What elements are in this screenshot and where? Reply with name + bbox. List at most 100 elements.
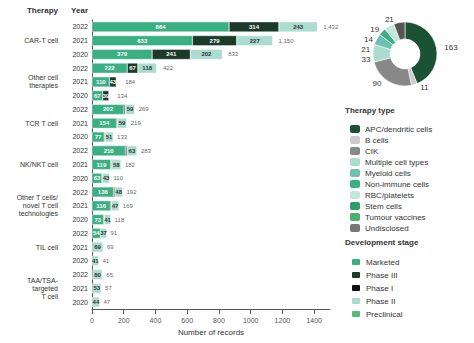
svg-text:0: 0 <box>90 317 94 324</box>
svg-text:19: 19 <box>370 25 379 34</box>
svg-text:Year: Year <box>71 6 88 15</box>
svg-text:243: 243 <box>293 24 304 30</box>
svg-text:2022: 2022 <box>72 65 88 72</box>
svg-text:67: 67 <box>94 93 101 99</box>
svg-text:44: 44 <box>93 299 100 305</box>
svg-text:283: 283 <box>141 148 152 154</box>
svg-text:33: 33 <box>361 55 370 64</box>
svg-text:2020: 2020 <box>72 257 88 264</box>
svg-text:2021: 2021 <box>72 120 88 127</box>
svg-text:110: 110 <box>96 79 106 85</box>
svg-text:2021: 2021 <box>72 244 88 251</box>
svg-text:21: 21 <box>385 15 394 24</box>
svg-text:43: 43 <box>103 175 110 181</box>
svg-text:RBC/platelets: RBC/platelets <box>365 191 414 200</box>
svg-text:Myeloid cells: Myeloid cells <box>365 169 411 178</box>
svg-text:48: 48 <box>115 189 122 195</box>
svg-text:57: 57 <box>105 285 112 291</box>
svg-text:136: 136 <box>98 189 109 195</box>
svg-text:2022: 2022 <box>72 106 88 113</box>
svg-text:novel T cell: novel T cell <box>23 202 59 209</box>
svg-text:CIK: CIK <box>365 147 379 156</box>
svg-text:119: 119 <box>97 162 107 168</box>
svg-text:Marketed: Marketed <box>366 258 399 267</box>
svg-text:11: 11 <box>420 83 429 92</box>
svg-text:90: 90 <box>373 79 382 88</box>
svg-text:200: 200 <box>118 317 130 324</box>
svg-text:184: 184 <box>125 79 136 85</box>
svg-text:21: 21 <box>361 45 370 54</box>
svg-text:Number of records: Number of records <box>178 328 244 337</box>
svg-text:Tumour vaccines: Tumour vaccines <box>365 213 426 222</box>
svg-text:T cell: T cell <box>41 293 58 300</box>
svg-text:314: 314 <box>249 24 260 30</box>
svg-text:Multiple cell types: Multiple cell types <box>365 158 428 167</box>
svg-text:2020: 2020 <box>72 51 88 58</box>
svg-text:116: 116 <box>96 203 106 209</box>
svg-text:59: 59 <box>119 120 126 126</box>
svg-text:2022: 2022 <box>72 23 88 30</box>
svg-text:58: 58 <box>113 162 120 168</box>
svg-text:Phase III: Phase III <box>366 271 398 280</box>
svg-text:269: 269 <box>139 106 150 112</box>
svg-text:219: 219 <box>131 120 142 126</box>
svg-text:targeted: targeted <box>32 285 58 293</box>
svg-text:2021: 2021 <box>72 37 88 44</box>
svg-text:41: 41 <box>92 258 99 264</box>
svg-text:1400: 1400 <box>306 317 322 324</box>
svg-text:Undisclosed: Undisclosed <box>365 224 409 233</box>
svg-text:134: 134 <box>117 93 128 99</box>
svg-text:2022: 2022 <box>72 189 88 196</box>
svg-text:227: 227 <box>250 38 261 44</box>
svg-text:14: 14 <box>364 35 373 44</box>
svg-text:41: 41 <box>103 258 110 264</box>
svg-text:2020: 2020 <box>72 175 88 182</box>
svg-text:51: 51 <box>106 134 113 140</box>
svg-text:833: 833 <box>228 51 239 57</box>
svg-text:800: 800 <box>213 317 225 324</box>
svg-text:2021: 2021 <box>72 78 88 85</box>
svg-text:2022: 2022 <box>72 271 88 278</box>
svg-text:2020: 2020 <box>72 133 88 140</box>
svg-text:2021: 2021 <box>72 285 88 292</box>
svg-text:Phase II: Phase II <box>366 297 395 306</box>
svg-text:65: 65 <box>106 272 113 278</box>
svg-text:Therapy type: Therapy type <box>345 106 395 115</box>
svg-text:43: 43 <box>110 79 117 85</box>
svg-text:163: 163 <box>444 43 458 52</box>
svg-text:222: 222 <box>105 65 116 71</box>
svg-text:NK/NKT cell: NK/NKT cell <box>20 161 58 168</box>
svg-text:1,432: 1,432 <box>323 24 339 30</box>
svg-text:422: 422 <box>163 65 174 71</box>
svg-text:133: 133 <box>117 134 128 140</box>
svg-text:Development stage: Development stage <box>345 238 419 247</box>
svg-text:279: 279 <box>210 38 221 44</box>
svg-text:Phase I: Phase I <box>366 284 393 293</box>
svg-text:864: 864 <box>156 24 167 30</box>
svg-text:2020: 2020 <box>72 216 88 223</box>
svg-text:63: 63 <box>129 148 136 154</box>
svg-text:2020: 2020 <box>72 299 88 306</box>
svg-text:therapies: therapies <box>29 82 58 90</box>
svg-text:41: 41 <box>104 217 111 223</box>
svg-text:TIL cell: TIL cell <box>36 244 59 251</box>
svg-text:77: 77 <box>95 134 102 140</box>
svg-text:60: 60 <box>94 272 101 278</box>
svg-text:192: 192 <box>126 189 137 195</box>
svg-text:Stem cells: Stem cells <box>365 202 402 211</box>
svg-text:47: 47 <box>103 299 110 305</box>
svg-text:67: 67 <box>129 65 136 71</box>
svg-text:2020: 2020 <box>72 92 88 99</box>
svg-text:2022: 2022 <box>72 230 88 237</box>
svg-text:63: 63 <box>94 175 101 181</box>
svg-text:202: 202 <box>103 106 114 112</box>
svg-text:59: 59 <box>127 106 134 112</box>
svg-text:91: 91 <box>110 230 117 236</box>
svg-text:Other cell: Other cell <box>28 74 58 81</box>
svg-text:69: 69 <box>94 244 101 250</box>
svg-text:47: 47 <box>112 203 119 209</box>
svg-text:1000: 1000 <box>243 317 259 324</box>
svg-text:400: 400 <box>150 317 162 324</box>
svg-text:154: 154 <box>99 120 110 126</box>
svg-text:TCR T cell: TCR T cell <box>25 120 58 127</box>
